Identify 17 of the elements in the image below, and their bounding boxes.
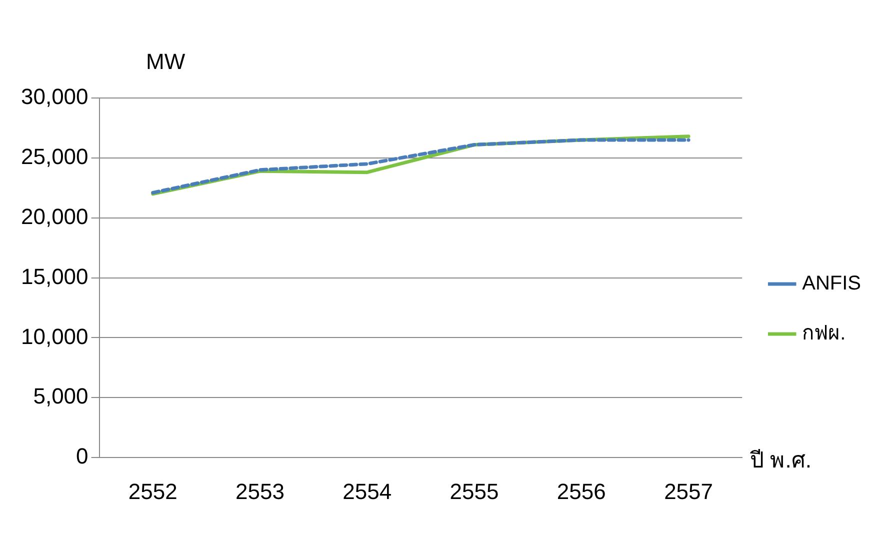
legend-label: ANFIS [802, 272, 862, 295]
x-axis-title: ปี พ.ศ. [749, 448, 812, 473]
x-tick-label: 2552 [128, 478, 178, 504]
x-tick-label: 2553 [236, 478, 284, 504]
y-tick-label: 10,000 [20, 324, 88, 349]
x-tick-label: 2556 [556, 478, 606, 504]
y-tick-label: 5,000 [33, 384, 88, 409]
x-tick-label: 2557 [664, 478, 714, 504]
y-tick-label: 0 [76, 444, 88, 469]
legend-label: กฟผ. [802, 322, 846, 345]
y-tick-label: 15,000 [20, 264, 88, 289]
y-tick-label: 25,000 [20, 144, 88, 169]
y-tick-label: 20,000 [20, 204, 88, 229]
y-tick-label: 30,000 [20, 84, 88, 110]
x-tick-label: 2555 [450, 478, 499, 504]
x-tick-label: 2554 [342, 478, 392, 504]
y-axis-title: MW [146, 49, 186, 74]
